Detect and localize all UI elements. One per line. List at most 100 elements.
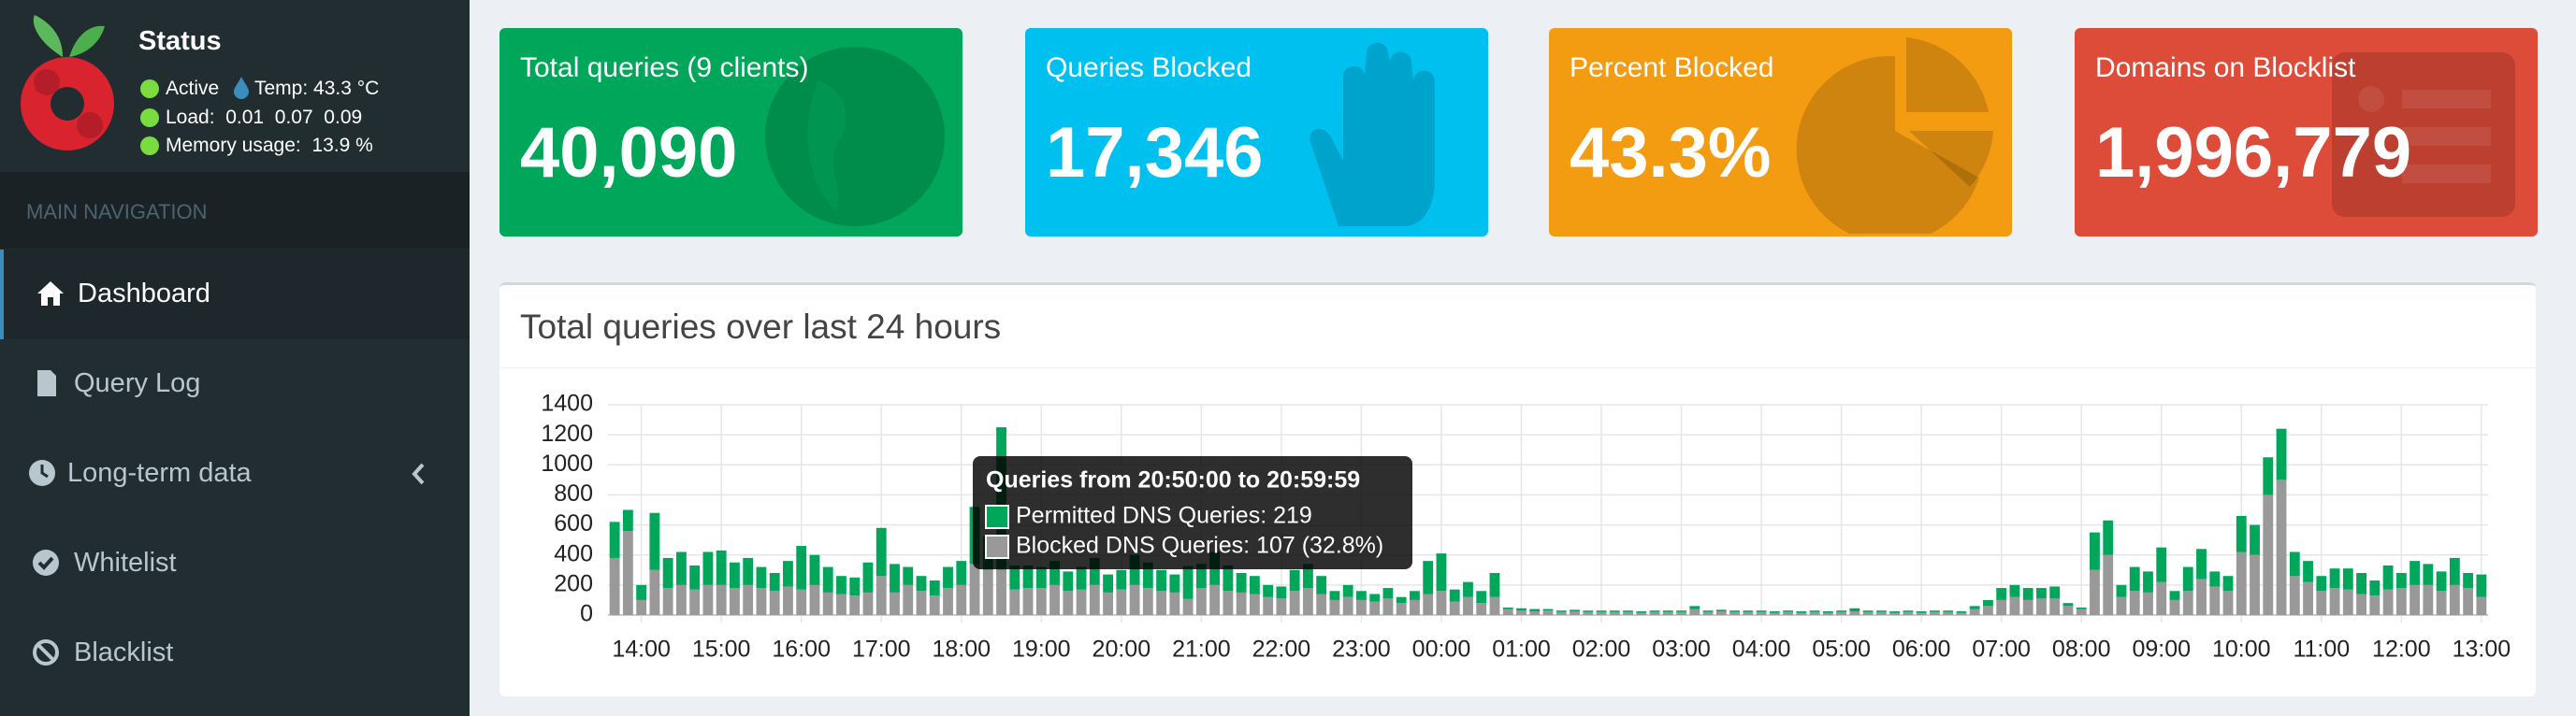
bar-segment	[2116, 596, 2127, 615]
menu-item[interactable]: Blacklist	[0, 609, 470, 698]
menu-item[interactable]: Dashboard	[0, 250, 470, 339]
bar-segment	[2103, 520, 2114, 555]
bar-segment	[1903, 610, 1914, 612]
bar-segment	[1382, 598, 1394, 615]
bar-segment	[2062, 603, 2074, 607]
bar-segment	[822, 592, 833, 615]
bar-segment	[689, 589, 701, 615]
icon	[33, 550, 59, 576]
bar-segment	[649, 569, 660, 615]
bar-segment	[822, 566, 833, 593]
bar-segment	[1009, 589, 1020, 615]
bar-segment	[1236, 573, 1247, 593]
separator	[499, 367, 2536, 368]
bar-segment	[2449, 557, 2460, 585]
bar-segment	[2410, 584, 2421, 615]
x-tick-label: 15:00	[692, 637, 751, 663]
bar-segment	[1636, 610, 1647, 613]
icon	[33, 639, 59, 666]
chart: 0 200 400 600 800 1000 1200 1400 14:00 15:00 16:00…	[541, 391, 2511, 663]
bar-segment	[2196, 579, 2207, 615]
bar-segment	[1556, 610, 1567, 612]
bar-segment	[2423, 564, 2434, 585]
bar-segment	[1689, 606, 1700, 609]
bar-segment	[636, 599, 647, 615]
bar-segment	[1743, 610, 1754, 612]
status-memory: Memory usage: 13.9 %	[166, 135, 373, 156]
x-tick-label: 08:00	[2052, 637, 2111, 663]
bar-segment	[1729, 610, 1740, 612]
bar-segment	[969, 564, 980, 615]
stat-card: Queries Blocked 17,346	[1025, 28, 1488, 236]
bar-segment	[1875, 610, 1887, 612]
bar-segment	[1929, 611, 1940, 615]
menu-label: Dashboard	[78, 279, 210, 308]
bar-segment	[2395, 573, 2407, 589]
menu-item[interactable]: Long-term data	[0, 429, 470, 519]
bar-segment	[1263, 584, 1274, 597]
bar-segment	[1382, 588, 1394, 599]
bar-segment	[1449, 601, 1460, 615]
bar-segment	[929, 580, 940, 596]
x-tick-label: 20:00	[1093, 637, 1151, 663]
bar-segment	[1715, 610, 1727, 615]
bar-segment	[982, 569, 993, 615]
bar-segment	[716, 550, 727, 585]
bar-segment	[1316, 594, 1327, 615]
bar-segment	[1076, 566, 1087, 590]
bar-segment	[929, 595, 940, 615]
x-tick-label: 09:00	[2132, 637, 2191, 663]
bar-segment	[903, 584, 914, 615]
bar-segment	[1463, 581, 1473, 597]
bar-segment	[1342, 584, 1353, 597]
bar-segment	[1116, 569, 1127, 590]
bar-segment	[1636, 612, 1647, 615]
bar-segment	[943, 588, 953, 615]
bar-segment	[1195, 564, 1207, 589]
bar-segment	[1702, 611, 1714, 615]
card-icon	[1310, 42, 1435, 226]
bar-segment	[1169, 592, 1180, 615]
icon	[37, 281, 64, 306]
bar-segment	[2250, 524, 2260, 555]
bar-segment	[1410, 599, 1420, 615]
bar-segment	[1249, 576, 1260, 594]
bar-segment	[1862, 611, 1874, 615]
bar-segment	[1156, 591, 1167, 615]
bar-segment	[2049, 586, 2061, 599]
bar-segment	[2182, 566, 2193, 592]
bar-segment	[1983, 599, 1993, 607]
bar-segment	[2196, 549, 2207, 580]
menu-item[interactable]: Whitelist	[0, 519, 470, 609]
bar-segment	[2076, 607, 2087, 609]
bar-segment	[2009, 596, 2020, 615]
bar-segment	[2062, 606, 2074, 615]
bar-segment	[2022, 588, 2033, 600]
bar-segment	[1182, 566, 1194, 599]
bar-segment	[2476, 596, 2487, 615]
bar-segment	[956, 561, 967, 585]
bar-segment	[796, 589, 807, 615]
bar-segment	[2156, 581, 2167, 615]
bar-segment	[1943, 610, 1954, 612]
bar-segment	[1596, 610, 1607, 612]
y-tick-label: 800	[554, 480, 593, 507]
bar-segment	[1182, 598, 1194, 615]
bar-segment	[876, 527, 887, 577]
x-tick-label: 02:00	[1572, 637, 1631, 663]
menu-item[interactable]: Query Log	[0, 339, 470, 429]
bar-segment	[1836, 610, 1847, 612]
bar-segment	[1583, 611, 1594, 615]
bar-segment	[1583, 610, 1594, 612]
bar-segment	[2463, 573, 2474, 589]
x-tick-label: 10:00	[2212, 637, 2271, 663]
status-title: Status	[138, 26, 222, 56]
bar-segment	[2036, 588, 2047, 599]
bar-segment	[2209, 586, 2221, 615]
y-tick-label: 1400	[541, 391, 593, 417]
temp-icon	[234, 77, 249, 99]
bar-segment	[1449, 589, 1460, 602]
bar-segment	[916, 591, 927, 615]
chart-title: Total queries over last 24 hours	[520, 308, 1002, 346]
